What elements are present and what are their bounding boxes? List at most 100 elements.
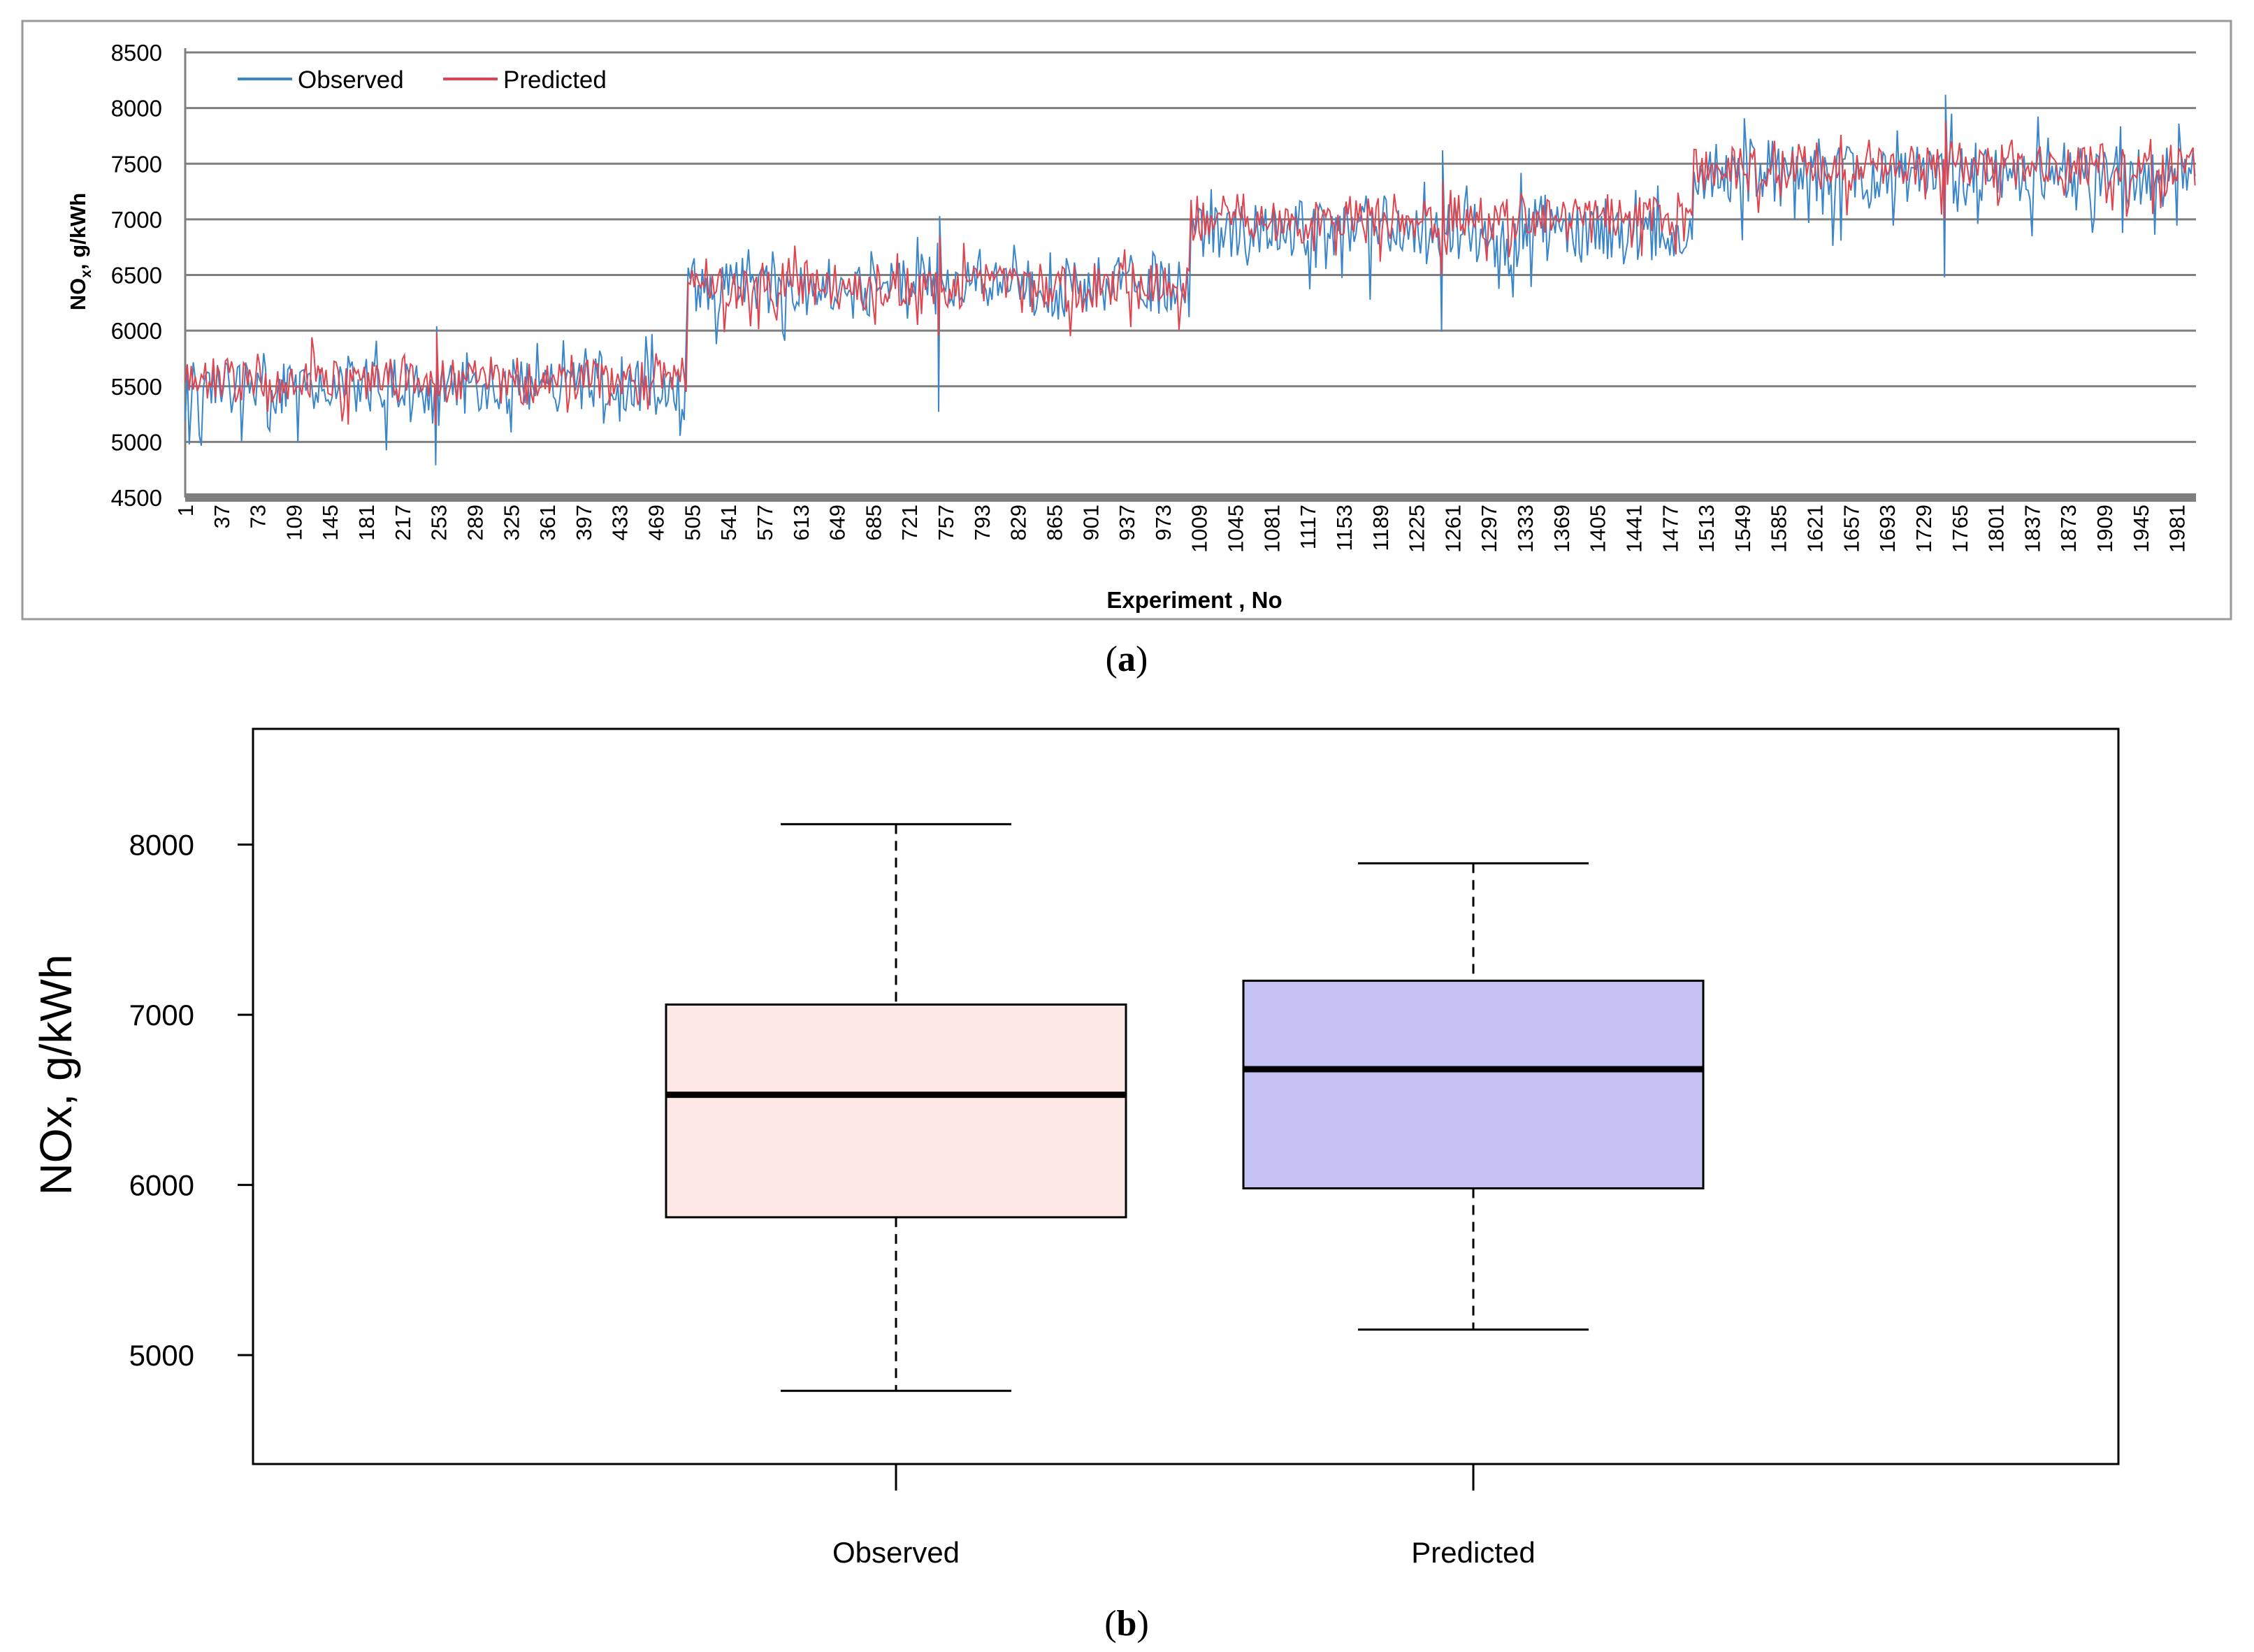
x-tick-label: Predicted bbox=[1411, 1536, 1535, 1569]
x-tick-label: 1981 bbox=[2165, 505, 2190, 553]
y-tick-label: 6000 bbox=[129, 1169, 194, 1202]
box-observed bbox=[665, 823, 1127, 1392]
x-tick-label: 1153 bbox=[1332, 505, 1357, 551]
chart-b-y-axis: 5000 6000 7000 8000 bbox=[129, 829, 253, 1372]
chart-a-legend: Observed Predicted bbox=[238, 66, 607, 94]
box-iqr bbox=[665, 1003, 1127, 1219]
x-tick-label: 541 bbox=[716, 505, 741, 541]
y-tick-label: 6500 bbox=[111, 263, 162, 289]
x-tick-label: 217 bbox=[391, 505, 415, 541]
y-tick-label: 7000 bbox=[129, 999, 194, 1031]
x-tick-label: 1693 bbox=[1875, 505, 1900, 553]
x-tick-label: 1909 bbox=[2093, 505, 2117, 553]
y-tick-label: 8000 bbox=[111, 96, 162, 122]
series-observed-line bbox=[185, 94, 2196, 465]
x-tick-label: 325 bbox=[499, 505, 523, 541]
x-tick-label: 685 bbox=[861, 505, 886, 541]
chart-a-y-ticks: 4500 5000 5500 6000 6500 7000 7500 8000 8500 bbox=[111, 40, 162, 511]
x-tick-label: 1405 bbox=[1586, 505, 1610, 553]
x-tick-label: 1045 bbox=[1224, 505, 1248, 553]
chart-b-frame bbox=[252, 727, 2120, 1465]
x-tick-label: 1585 bbox=[1767, 505, 1791, 553]
x-tick-label: 1945 bbox=[2129, 505, 2153, 553]
x-tick-label: 37 bbox=[210, 505, 234, 528]
caption-b: (b) bbox=[1104, 1604, 1149, 1644]
x-tick-label: Observed bbox=[832, 1536, 960, 1569]
y-tick-label: 8500 bbox=[111, 40, 162, 66]
x-tick-label: 901 bbox=[1078, 505, 1103, 541]
y-tick-label: 7500 bbox=[111, 151, 162, 177]
caption-b-letter: b bbox=[1117, 1604, 1137, 1644]
series-predicted-line bbox=[185, 121, 2196, 426]
chart-b-boxes bbox=[665, 823, 1705, 1392]
caption-a-letter: a bbox=[1118, 639, 1136, 679]
x-tick-label: 1261 bbox=[1440, 505, 1465, 553]
x-tick-label: 937 bbox=[1115, 505, 1139, 541]
y-axis-title-subscript: x bbox=[78, 270, 94, 278]
caption-a: (a) bbox=[1106, 639, 1148, 679]
x-tick-label: 1729 bbox=[1912, 505, 1936, 553]
y-tick-label: 5500 bbox=[111, 374, 162, 400]
y-tick-label: 5000 bbox=[111, 429, 162, 455]
x-tick-label: 1621 bbox=[1803, 505, 1828, 553]
x-tick-label: 1513 bbox=[1694, 505, 1719, 553]
x-tick-label: 181 bbox=[354, 505, 379, 541]
x-tick-label: 1009 bbox=[1187, 505, 1212, 553]
x-tick-label: 469 bbox=[644, 505, 669, 541]
x-tick-label: 1189 bbox=[1368, 505, 1393, 551]
chart-a-series bbox=[185, 94, 2196, 465]
x-tick-label: 1369 bbox=[1549, 505, 1574, 553]
x-tick-label: 73 bbox=[246, 505, 270, 528]
x-tick-label: 1441 bbox=[1621, 505, 1646, 553]
chart-a-x-ticks: 1 37 73 109 145 181 217 253 289 325 361 397 433 469 50… bbox=[173, 505, 2190, 553]
x-tick-label: 361 bbox=[535, 505, 560, 541]
x-tick-label: 1297 bbox=[1477, 505, 1501, 553]
legend-observed-label: Observed bbox=[298, 66, 404, 94]
chart-a-frame bbox=[21, 20, 2232, 621]
chart-a-y-axis-title: NOx, g/kWh bbox=[66, 193, 94, 310]
x-tick-label: 613 bbox=[789, 505, 814, 541]
box-predicted bbox=[1242, 862, 1705, 1331]
x-tick-label: 1873 bbox=[2056, 505, 2081, 553]
x-tick-label: 577 bbox=[753, 505, 777, 541]
y-tick-label: 7000 bbox=[111, 207, 162, 233]
x-tick-label: 1477 bbox=[1658, 505, 1682, 553]
y-tick-label: 4500 bbox=[111, 485, 162, 511]
x-tick-label: 721 bbox=[897, 505, 922, 541]
x-tick-label: 109 bbox=[282, 505, 306, 541]
x-tick-label: 1765 bbox=[1948, 505, 1972, 553]
x-tick-label: 1549 bbox=[1731, 505, 1755, 553]
x-tick-label: 1081 bbox=[1259, 505, 1284, 553]
line-chart-panel-a: 4500 5000 5500 6000 6500 7000 7500 8000 8500 1 37… bbox=[21, 20, 2232, 621]
x-tick-label: 433 bbox=[608, 505, 633, 541]
x-tick-label: 289 bbox=[463, 505, 487, 541]
x-tick-label: 865 bbox=[1042, 505, 1067, 541]
x-tick-label: 829 bbox=[1006, 505, 1031, 541]
chart-a-x-axis-title: Experiment , No bbox=[1106, 587, 1282, 613]
y-tick-label: 5000 bbox=[129, 1339, 194, 1372]
y-tick-label: 8000 bbox=[129, 829, 194, 862]
y-axis-title-rest: , g/kWh bbox=[66, 193, 90, 270]
x-tick-label: 649 bbox=[825, 505, 850, 541]
x-tick-label: 1225 bbox=[1405, 505, 1429, 553]
x-tick-label: 1837 bbox=[2020, 505, 2044, 553]
chart-b-y-axis-title: NOx, g/kWh bbox=[31, 955, 81, 1196]
x-tick-label: 253 bbox=[427, 505, 451, 541]
x-tick-label: 505 bbox=[680, 505, 705, 541]
legend-predicted-label: Predicted bbox=[503, 66, 607, 94]
chart-b-x-ticks: Observed Predicted bbox=[832, 1464, 1536, 1569]
x-tick-label: 1657 bbox=[1839, 505, 1863, 553]
x-tick-label: 973 bbox=[1151, 505, 1176, 541]
y-axis-title-main: NO bbox=[66, 278, 90, 311]
box-iqr bbox=[1242, 979, 1705, 1189]
x-tick-label: 757 bbox=[934, 505, 958, 541]
x-tick-label: 145 bbox=[318, 505, 342, 541]
x-tick-label: 1801 bbox=[1984, 505, 2009, 553]
box-plot-panel-b: 5000 6000 7000 8000 Observed Predicted NOx, … bbox=[31, 727, 2120, 1569]
x-axis-band bbox=[185, 493, 2196, 502]
x-tick-label: 1 bbox=[173, 505, 198, 516]
x-tick-label: 793 bbox=[970, 505, 995, 541]
x-tick-label: 1333 bbox=[1513, 505, 1538, 553]
y-tick-label: 6000 bbox=[111, 318, 162, 344]
